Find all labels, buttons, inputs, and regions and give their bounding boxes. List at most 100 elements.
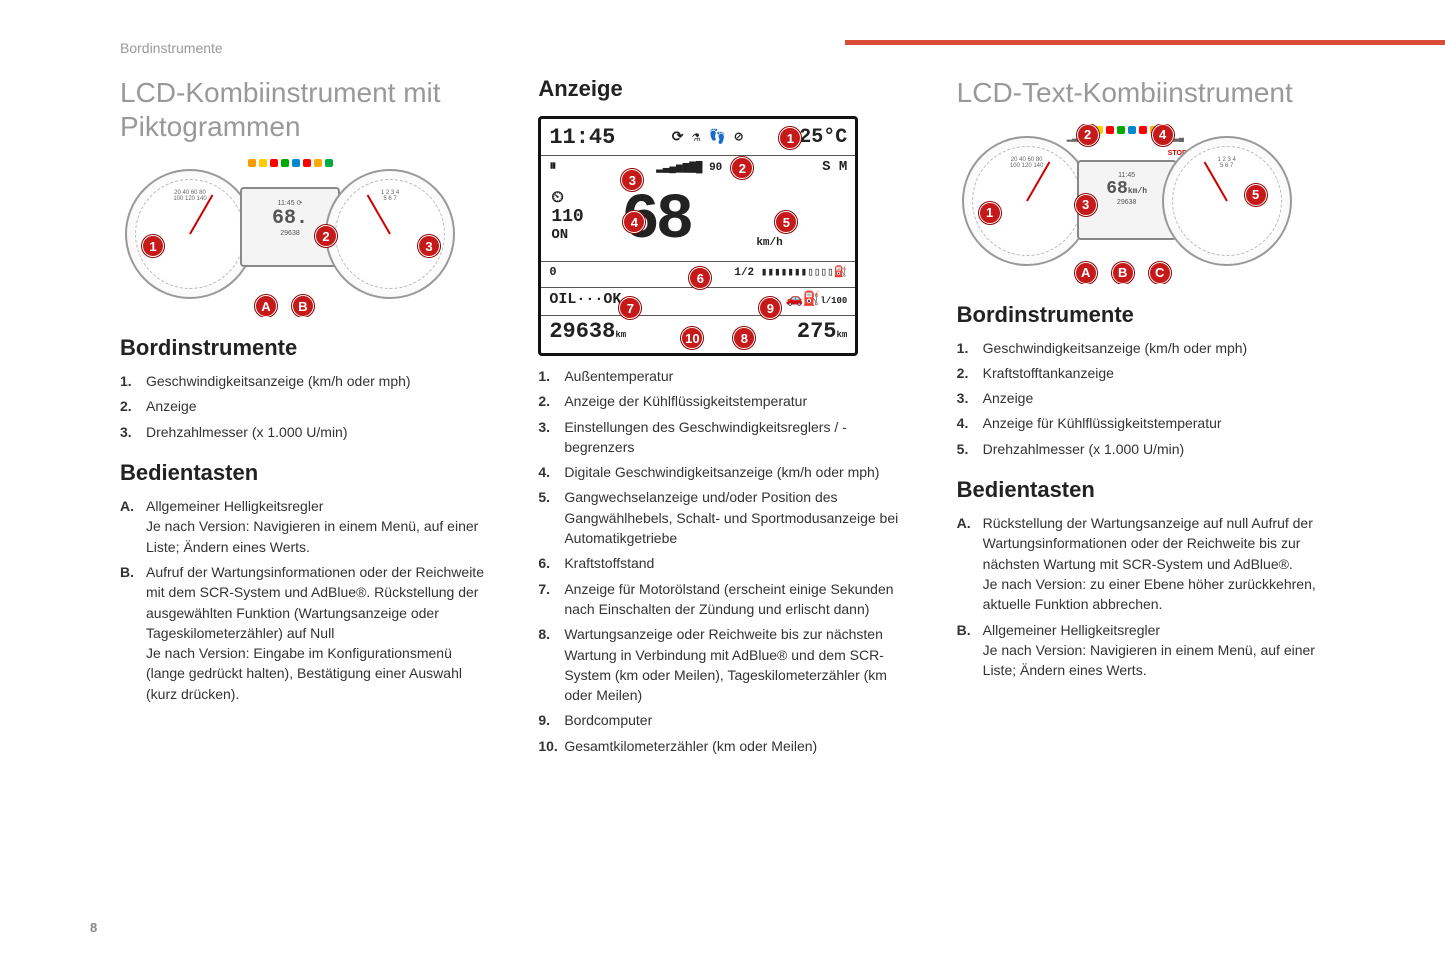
list-item-text: Bordcomputer	[564, 710, 906, 730]
warning-light-icon	[281, 159, 289, 167]
list-item: 3.Einstellungen des Geschwindigkeitsregl…	[538, 417, 906, 458]
list-item: A.Rückstellung der Wartungsanzeige auf n…	[957, 513, 1325, 614]
col1-sec1-title: Bordinstrumente	[120, 335, 488, 361]
list-item-number: 4.	[538, 462, 564, 482]
list-item-number: 2.	[957, 363, 983, 383]
callout-badge: A	[1075, 262, 1097, 284]
list-item-text: Allgemeiner Helligkeitsregler Je nach Ve…	[983, 620, 1325, 681]
list-item: 9.Bordcomputer	[538, 710, 906, 730]
list-item: 4.Digitale Geschwindigkeitsanzeige (km/h…	[538, 462, 906, 482]
list-item: 6.Kraftstoffstand	[538, 553, 906, 573]
col3-diagram-wrap: 20 40 60 80100 120 140 ▂▃▄▅⛽ 🌡▂▃▄ STOP 1…	[957, 124, 1325, 284]
list-item-number: 3.	[957, 388, 983, 408]
callout-badge: 6	[689, 267, 711, 289]
list-item-text: Wartungsanzeige oder Reichweite bis zur …	[564, 624, 906, 705]
list-item-text: Drehzahlmesser (x 1.000 U/min)	[146, 422, 488, 442]
list-item: 2.Kraftstofftankanzeige	[957, 363, 1325, 383]
col2-list: 1.Außentemperatur2.Anzeige der Kühlflüss…	[538, 366, 906, 756]
list-item-number: 1.	[538, 366, 564, 386]
callout-badge: 3	[1075, 194, 1097, 216]
list-item-number: 4.	[957, 413, 983, 433]
list-item-number: 1.	[957, 338, 983, 358]
cruise-icon: ⏲	[551, 189, 583, 207]
list-item: 1.Geschwindigkeitsanzeige (km/h oder mph…	[120, 371, 488, 391]
speedometer-icon: 20 40 60 80100 120 140	[962, 136, 1092, 266]
warning-light-icon	[1139, 126, 1147, 134]
lcd-oil: OIL···OK	[549, 291, 621, 308]
callout-badge: 10	[681, 327, 703, 349]
list-item-number: B.	[957, 620, 983, 681]
list-item-number: 3.	[538, 417, 564, 458]
list-item-text: Anzeige	[983, 388, 1325, 408]
list-item-number: 1.	[120, 371, 146, 391]
callout-badge: 5	[1245, 184, 1267, 206]
section-label: Bordinstrumente	[120, 40, 223, 56]
warning-light-icon	[1117, 126, 1125, 134]
col3-sec1-list: 1.Geschwindigkeitsanzeige (km/h oder mph…	[957, 338, 1325, 459]
list-item: 1.Geschwindigkeitsanzeige (km/h oder mph…	[957, 338, 1325, 358]
list-item-text: Anzeige für Motorölstand (erscheint eini…	[564, 579, 906, 620]
column-3: LCD-Text-Kombiinstrument 20 40 60 80100 …	[957, 76, 1325, 761]
col3-sec2-title: Bedientasten	[957, 477, 1325, 503]
cruise-on: ON	[551, 227, 583, 243]
list-item: 8.Wartungsanzeige oder Reichweite bis zu…	[538, 624, 906, 705]
lcd-top-icons: ⟳ ⚗ 👣 ⊘	[672, 129, 743, 146]
lcd-diagram: 11:45 ⟳ ⚗ 👣 ⊘ 25°C ⏸ ▂▃▄▅▆▇█ 90 S M ⏲	[538, 116, 858, 356]
list-item-number: 7.	[538, 579, 564, 620]
list-item-number: 5.	[538, 487, 564, 548]
list-item: A.Allgemeiner Helligkeitsregler Je nach …	[120, 496, 488, 557]
list-item: B.Allgemeiner Helligkeitsregler Je nach …	[957, 620, 1325, 681]
list-item: 3.Drehzahlmesser (x 1.000 U/min)	[120, 422, 488, 442]
lcd-speed-unit: km/h	[756, 237, 782, 249]
list-item-number: A.	[120, 496, 146, 557]
header-accent-bar	[845, 40, 1445, 45]
callout-badge: 8	[733, 327, 755, 349]
col2-title: Anzeige	[538, 76, 906, 102]
cruise-val: 110	[551, 207, 583, 227]
list-item-text: Anzeige für Kühlflüssigkeitstemperatur	[983, 413, 1325, 433]
tachometer-icon: 1 2 3 45 6 7	[1162, 136, 1292, 266]
list-item-text: Kraftstofftankanzeige	[983, 363, 1325, 383]
list-item-number: A.	[957, 513, 983, 614]
list-item: 7.Anzeige für Motorölstand (erscheint ei…	[538, 579, 906, 620]
list-item: 5.Drehzahlmesser (x 1.000 U/min)	[957, 439, 1325, 459]
col2-diagram-wrap: 11:45 ⟳ ⚗ 👣 ⊘ 25°C ⏸ ▂▃▄▅▆▇█ 90 S M ⏲	[538, 116, 906, 356]
list-item-text: Gesamtkilometerzähler (km oder Meilen)	[564, 736, 906, 756]
list-item-number: 6.	[538, 553, 564, 573]
warning-light-icon	[314, 159, 322, 167]
cluster-diagram-2: 20 40 60 80100 120 140 ▂▃▄▅⛽ 🌡▂▃▄ STOP 1…	[957, 124, 1297, 284]
list-item-number: 5.	[957, 439, 983, 459]
col1-sec1-list: 1.Geschwindigkeitsanzeige (km/h oder mph…	[120, 371, 488, 442]
cluster-diagram-1: 20 40 60 80100 120 140 11:45 ⟳ 68. 29638…	[120, 157, 460, 317]
list-item-number: 8.	[538, 624, 564, 705]
list-item-text: Digitale Geschwindigkeitsanzeige (km/h o…	[564, 462, 906, 482]
warning-light-icon	[270, 159, 278, 167]
list-item-text: Aufruf der Wartungsinformationen oder de…	[146, 562, 488, 704]
col3-sec1-title: Bordinstrumente	[957, 302, 1325, 328]
lcd-odo: 29638	[549, 319, 615, 344]
list-item: B.Aufruf der Wartungsinformationen oder …	[120, 562, 488, 704]
list-item-number: 2.	[538, 391, 564, 411]
lcd-time: 11:45	[549, 125, 615, 150]
list-item-text: Allgemeiner Helligkeitsregler Je nach Ve…	[146, 496, 488, 557]
list-item-text: Anzeige der Kühlflüssigkeitstemperatur	[564, 391, 906, 411]
content-columns: LCD-Kombiinstrument mit Piktogrammen 20 …	[120, 76, 1325, 761]
trip-car-icon: 🚗	[785, 292, 802, 308]
speedometer-icon: 20 40 60 80100 120 140	[125, 169, 255, 299]
callout-badge: 5	[775, 211, 797, 233]
warning-light-icon	[1106, 126, 1114, 134]
lcd-pause-icon: ⏸	[549, 159, 556, 175]
page-container: Bordinstrumente LCD-Kombiinstrument mit …	[0, 0, 1445, 801]
list-item-number: 3.	[120, 422, 146, 442]
list-item: 4.Anzeige für Kühlflüssigkeitstemperatur	[957, 413, 1325, 433]
lcd-gear: S M	[822, 159, 847, 175]
warning-light-icon	[325, 159, 333, 167]
list-item: 3.Anzeige	[957, 388, 1325, 408]
col1-sec2-title: Bedientasten	[120, 460, 488, 486]
lcd-temp: 25°C	[799, 126, 847, 149]
list-item: 5.Gangwechselanzeige und/oder Position d…	[538, 487, 906, 548]
warning-light-icon	[248, 159, 256, 167]
callout-badge: 4	[1152, 124, 1174, 146]
list-item-text: Rückstellung der Wartungsanzeige auf nul…	[983, 513, 1325, 614]
list-item-text: Kraftstoffstand	[564, 553, 906, 573]
